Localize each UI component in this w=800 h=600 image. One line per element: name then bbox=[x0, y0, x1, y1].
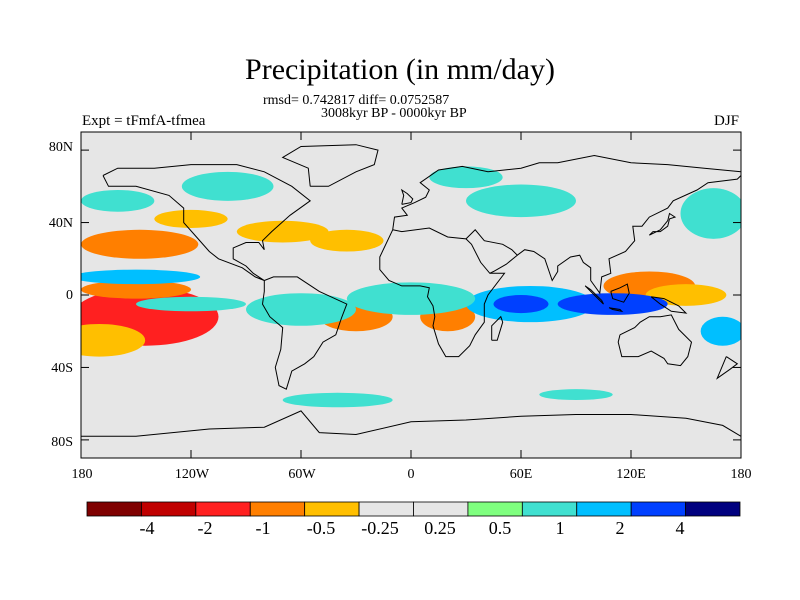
coastline bbox=[608, 307, 624, 313]
colorbar-label: 4 bbox=[675, 518, 685, 538]
coastline bbox=[716, 356, 739, 380]
y-tick-label-80s: 80S bbox=[51, 435, 73, 450]
colorbar-label: 1 bbox=[555, 518, 565, 538]
coastline bbox=[584, 285, 604, 305]
anomaly-region bbox=[680, 188, 741, 239]
anomaly-region bbox=[346, 282, 476, 315]
x-tick-label-180w: 180 bbox=[71, 467, 93, 482]
anomaly-region bbox=[81, 229, 199, 259]
anomaly-region bbox=[645, 284, 727, 306]
coastline bbox=[281, 144, 379, 187]
coastline bbox=[379, 227, 506, 358]
stats-line: rmsd= 0.742817 diff= 0.0752587 bbox=[263, 93, 450, 108]
period-line: 3008kyr BP - 0000kyr BP bbox=[321, 106, 467, 121]
anomaly-region bbox=[81, 280, 191, 299]
colorbar-label: -0.5 bbox=[306, 518, 336, 538]
coastline bbox=[617, 314, 693, 367]
coastline bbox=[610, 283, 630, 303]
y-tick-label-80n: 80N bbox=[48, 140, 73, 155]
colorbar-label: -1 bbox=[255, 518, 271, 538]
x-tick-label-120e: 120E bbox=[616, 467, 646, 482]
colorbar-label: -2 bbox=[197, 518, 213, 538]
y-tick-label-40n: 40N bbox=[48, 216, 73, 231]
coastline bbox=[261, 276, 348, 390]
anomaly-region bbox=[81, 189, 155, 212]
anomaly-region bbox=[700, 316, 741, 346]
anomaly-region bbox=[310, 229, 384, 252]
colorbar-label: 0.25 bbox=[424, 518, 456, 538]
x-tick-label-180e: 180 bbox=[730, 467, 752, 482]
anomaly-region bbox=[236, 220, 329, 243]
coastline bbox=[465, 229, 519, 274]
anomaly-region bbox=[136, 296, 246, 312]
x-tick-label-120w: 120W bbox=[174, 467, 210, 482]
colorbar-label: -0.25 bbox=[361, 518, 399, 538]
season-label: DJF bbox=[713, 113, 739, 129]
x-tick-label-0: 0 bbox=[407, 467, 415, 482]
coastline bbox=[102, 164, 312, 281]
anomaly-region bbox=[466, 184, 576, 218]
coastline bbox=[400, 188, 414, 205]
coastline bbox=[81, 410, 741, 437]
coastline bbox=[517, 175, 741, 295]
anomaly-region bbox=[154, 209, 228, 228]
anomaly-region bbox=[81, 269, 201, 285]
experiment-label: Expt = tFmfA-tfmea bbox=[82, 113, 206, 129]
anomaly-region bbox=[493, 295, 549, 314]
coastline bbox=[491, 315, 504, 341]
anomaly-region bbox=[181, 171, 274, 201]
anomaly-region bbox=[282, 392, 393, 408]
coastline bbox=[392, 154, 741, 230]
colorbar-label: 2 bbox=[615, 518, 625, 538]
y-tick-label-40s: 40S bbox=[51, 361, 73, 376]
x-tick-label-60w: 60W bbox=[288, 467, 316, 482]
x-tick-label-60e: 60E bbox=[509, 467, 533, 482]
colorbar-label: -4 bbox=[139, 518, 155, 538]
y-tick-label-0: 0 bbox=[66, 288, 73, 303]
anomaly-region bbox=[557, 293, 668, 315]
anomaly-region bbox=[81, 323, 146, 357]
anomaly-region bbox=[429, 166, 503, 189]
coastline bbox=[650, 296, 688, 314]
anomaly-region bbox=[246, 293, 356, 326]
chart-title: Precipitation (in mm/day) bbox=[245, 53, 555, 86]
anomaly-region bbox=[539, 389, 613, 401]
coastline bbox=[648, 212, 677, 236]
colorbar-label: 0.5 bbox=[488, 518, 512, 538]
